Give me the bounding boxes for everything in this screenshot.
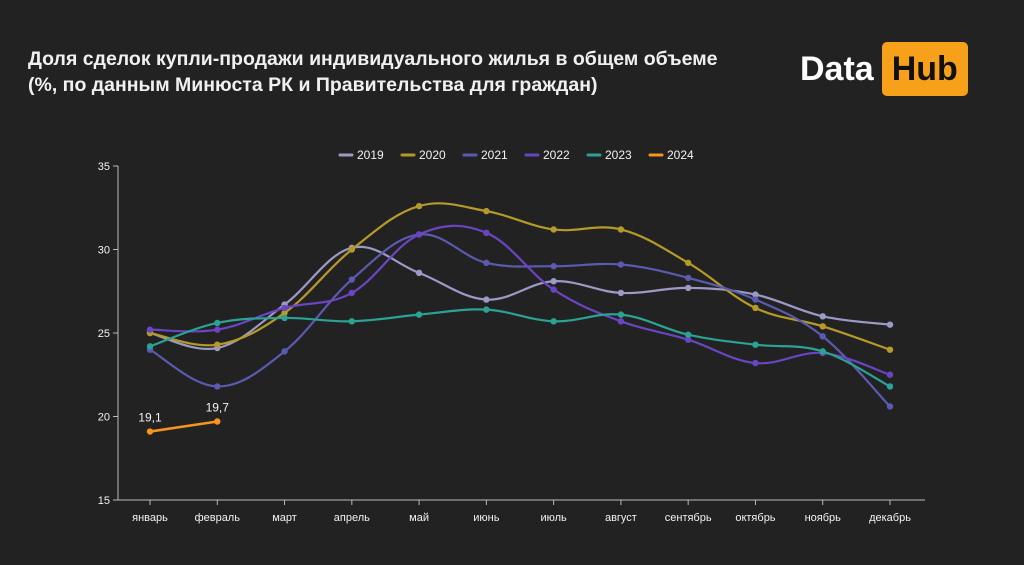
- point-2019-декабрь: [886, 321, 894, 328]
- point-2019-май: [415, 269, 423, 277]
- point-2023-ноябрь: [819, 348, 826, 355]
- series-line-2024: [148, 420, 219, 433]
- logo-data-text: Data: [800, 49, 874, 88]
- legend-label-2022: 2022: [543, 148, 570, 162]
- point-2023-декабрь: [886, 383, 894, 390]
- logo-hub-badge: Hub: [881, 42, 968, 96]
- x-tick-label: июль: [540, 512, 567, 524]
- point-2023-сентябрь: [684, 331, 692, 338]
- point-2021-октябрь: [752, 296, 759, 303]
- point-2020-декабрь: [886, 346, 894, 353]
- point-2019-июль: [550, 278, 557, 285]
- point-2021-август: [617, 261, 625, 268]
- point-2019-октябрь: [752, 291, 759, 298]
- y-tick-label: 30: [98, 245, 110, 257]
- title-line-1: Доля сделок купли-продажи индивидуальног…: [28, 48, 718, 70]
- point-2020-июнь: [483, 207, 490, 215]
- point-2021-сентябрь: [684, 274, 692, 282]
- point-2020-август: [617, 226, 625, 233]
- x-tick-label: август: [605, 512, 637, 524]
- point-2023-апрель: [348, 318, 356, 325]
- point-2021-июнь: [483, 259, 490, 267]
- x-tick-label: июнь: [473, 512, 499, 524]
- point-2021-апрель: [348, 276, 356, 283]
- point-2019-ноябрь: [819, 313, 826, 320]
- point-2022-июль: [550, 286, 557, 293]
- y-tick-label: 25: [98, 328, 110, 340]
- point-2024-февраль: [214, 418, 221, 425]
- point-2023-январь: [146, 343, 154, 350]
- point-2019-август: [617, 289, 625, 297]
- point-2022-август: [617, 318, 625, 325]
- point-2021-ноябрь: [819, 333, 826, 340]
- point-2021-декабрь: [886, 403, 894, 410]
- legend-label-2024: 2024: [667, 148, 694, 162]
- point-2022-июнь: [483, 229, 490, 236]
- y-tick-label: 15: [98, 495, 110, 507]
- point-2024-январь: [146, 428, 154, 435]
- point-2020-ноябрь: [819, 323, 826, 330]
- point-2021-март: [281, 348, 288, 355]
- point-2020-март: [281, 309, 288, 317]
- series-line-2022: [148, 224, 892, 376]
- data-label-2024-1: 19,7: [206, 401, 230, 415]
- point-2023-август: [617, 311, 625, 318]
- series-line-2020: [148, 202, 892, 351]
- point-2021-июль: [550, 263, 557, 270]
- point-2022-май: [415, 231, 423, 238]
- point-2022-февраль: [214, 326, 221, 333]
- point-2023-июнь: [483, 306, 490, 313]
- point-2022-апрель: [348, 289, 356, 297]
- datahub-logo: Data Hub: [800, 42, 968, 96]
- point-2020-апрель: [348, 246, 356, 253]
- point-2022-март: [281, 304, 288, 312]
- point-2023-март: [281, 314, 288, 322]
- point-2023-май: [415, 311, 423, 318]
- point-2022-декабрь: [886, 371, 894, 378]
- legend-label-2021: 2021: [481, 148, 508, 162]
- x-tick-label: октябрь: [735, 512, 775, 524]
- point-2021-февраль: [214, 383, 221, 390]
- point-2020-сентябрь: [684, 259, 692, 267]
- legend-label-2020: 2020: [419, 148, 446, 162]
- point-2019-сентябрь: [684, 284, 692, 292]
- point-2020-октябрь: [752, 304, 759, 312]
- x-tick-label: апрель: [334, 512, 370, 524]
- point-2022-октябрь: [752, 359, 759, 367]
- point-2023-июль: [550, 318, 557, 325]
- data-label-2024-0: 19,1: [138, 411, 162, 425]
- y-tick-label: 20: [98, 412, 110, 424]
- point-2023-февраль: [214, 319, 221, 327]
- x-tick-label: январь: [132, 512, 168, 524]
- point-2019-июнь: [483, 296, 490, 303]
- chart-title: Доля сделок купли-продажи индивидуальног…: [28, 46, 718, 98]
- point-2022-сентябрь: [684, 336, 692, 343]
- x-tick-label: февраль: [195, 512, 241, 524]
- x-tick-label: март: [272, 512, 297, 524]
- point-2022-январь: [146, 326, 154, 333]
- point-2023-октябрь: [752, 341, 759, 348]
- legend-label-2023: 2023: [605, 148, 632, 162]
- series-line-2023: [148, 308, 892, 388]
- legend-label-2019: 2019: [357, 148, 384, 162]
- title-line-2: (%, по данным Минюста РК и Правительства…: [28, 74, 598, 96]
- point-2020-февраль: [214, 341, 221, 348]
- x-tick-label: ноябрь: [805, 512, 842, 524]
- x-tick-label: декабрь: [869, 512, 911, 524]
- x-tick-label: май: [409, 512, 429, 524]
- y-tick-label: 35: [98, 161, 110, 173]
- point-2020-май: [415, 202, 423, 210]
- x-tick-label: сентябрь: [665, 512, 712, 524]
- series-line-2019: [148, 245, 892, 351]
- point-2020-июль: [550, 226, 557, 233]
